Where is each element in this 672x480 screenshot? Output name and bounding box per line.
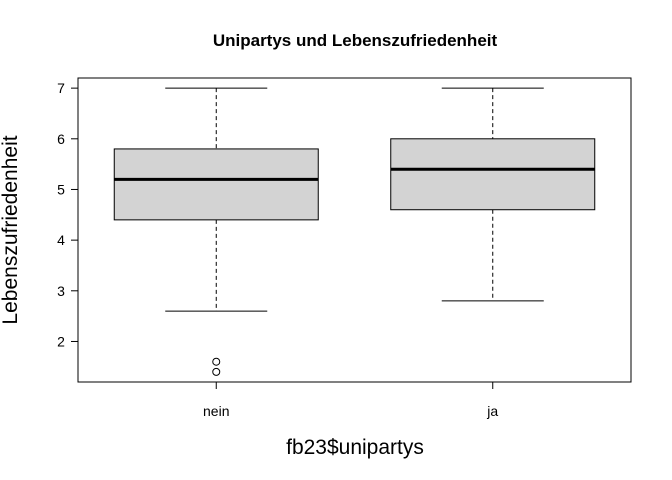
box-nein (113, 87, 319, 376)
x-tick-label: ja (486, 403, 498, 419)
box-iqr (390, 138, 596, 211)
x-axis: nein ja (203, 381, 498, 419)
boxes (113, 87, 596, 376)
plot-frame (77, 77, 632, 383)
y-tick-label: 6 (57, 131, 65, 147)
y-axis-title: Lebenszufriedenheit (0, 135, 22, 324)
chart-title: Unipartys und Lebenszufriedenheit (213, 31, 498, 50)
y-tick-label: 7 (57, 80, 65, 96)
y-tick-label: 3 (57, 283, 65, 299)
y-axis: 2 3 4 5 6 7 (57, 80, 79, 349)
outlier-point (212, 367, 221, 376)
y-tick-label: 4 (57, 232, 65, 248)
y-tick-label: 5 (57, 181, 65, 197)
box-ja (390, 87, 596, 302)
y-tick-label: 2 (57, 333, 65, 349)
x-tick-label: nein (203, 403, 229, 419)
outlier-point (212, 357, 221, 366)
x-axis-title: fb23$unipartys (286, 436, 424, 459)
box-iqr (113, 148, 319, 221)
